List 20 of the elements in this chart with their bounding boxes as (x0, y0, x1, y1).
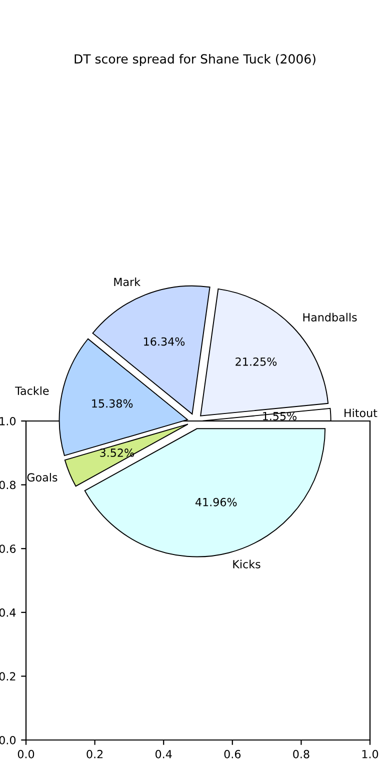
slice-label: Mark (114, 278, 141, 286)
data-label: 21.25% (236, 357, 277, 366)
slice-label: Hitout (344, 408, 378, 418)
data-label: 1.55% (263, 412, 297, 420)
x-tick-label: 1.0 (362, 750, 378, 758)
x-tick-label: 0.2 (86, 750, 103, 758)
data-label: 15.38% (92, 399, 133, 408)
x-tick-label: 0.6 (224, 750, 241, 758)
legend-label: Goals (27, 472, 58, 482)
data-label: 41.96% (195, 498, 237, 506)
slice-label: Kicks (233, 560, 260, 568)
slice-label: Tackle (15, 386, 49, 396)
x-tick-label: 0.8 (293, 750, 310, 758)
data-label: 3.52% (100, 448, 134, 457)
slice-label: Handballs (303, 312, 357, 322)
x-tick-label: 0.4 (156, 750, 172, 758)
x-tick-label: 0.0 (18, 750, 34, 758)
chart-title: DT score spread for Shane Tuck (2006) (74, 54, 316, 66)
y-tick-label: 1.0 (0, 416, 16, 426)
data-label: 16.34% (144, 337, 185, 346)
